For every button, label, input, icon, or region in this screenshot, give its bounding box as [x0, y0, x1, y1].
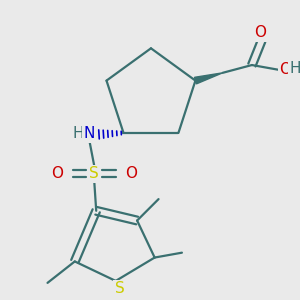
Text: H: H: [73, 126, 84, 141]
Text: O: O: [125, 166, 137, 181]
Text: O: O: [254, 26, 266, 40]
Polygon shape: [194, 73, 223, 84]
Text: N: N: [84, 126, 95, 141]
Text: S: S: [89, 166, 99, 181]
Text: O: O: [51, 166, 63, 181]
Text: O: O: [279, 62, 291, 77]
Text: S: S: [115, 281, 124, 296]
Text: H: H: [290, 61, 300, 76]
